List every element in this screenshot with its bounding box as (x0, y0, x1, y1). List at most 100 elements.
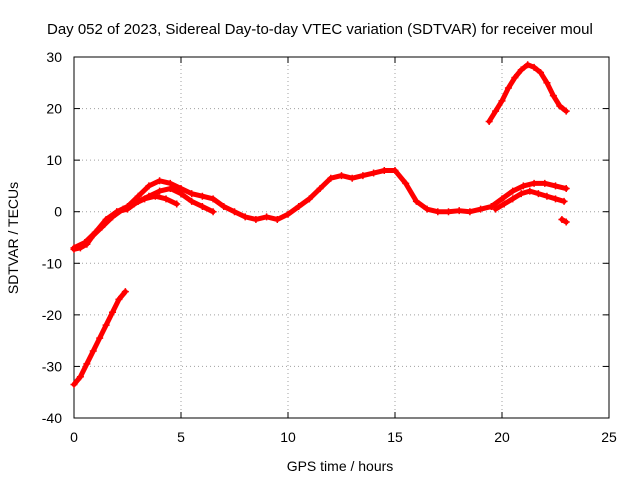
data-point (556, 102, 564, 110)
series-trace (486, 62, 569, 124)
data-point (558, 215, 566, 223)
y-tick-label: 10 (46, 152, 62, 168)
data-point (517, 66, 525, 74)
data-point (455, 207, 463, 215)
data-point (198, 192, 206, 200)
data-point (552, 182, 559, 190)
data-point (102, 321, 110, 329)
data-point (109, 308, 117, 316)
data-point (209, 208, 217, 216)
series-arc-6 (485, 61, 570, 125)
data-point (119, 205, 127, 213)
x-axis-label: GPS time / hours (287, 458, 394, 474)
data-point (305, 195, 313, 203)
data-point (511, 74, 519, 82)
y-tick-label: -20 (42, 307, 62, 323)
series-arc-7 (558, 215, 570, 226)
y-tick-label: -10 (42, 255, 62, 271)
data-point (141, 195, 149, 203)
data-point (81, 239, 89, 247)
data-point (188, 190, 196, 198)
data-point (541, 179, 549, 187)
data-point (284, 210, 292, 218)
data-point (359, 172, 367, 180)
data-point (220, 203, 228, 211)
data-point (166, 185, 174, 193)
plot-frame (73, 56, 610, 419)
data-point (498, 97, 506, 105)
data-point (370, 169, 378, 177)
data-layer (70, 61, 570, 388)
y-tick-label: -30 (42, 358, 62, 374)
y-axis-label: SDTVAR / TECUs (5, 182, 21, 294)
data-point (115, 295, 123, 303)
data-point (109, 213, 117, 221)
data-point (552, 195, 559, 203)
data-point (477, 205, 485, 213)
data-point (295, 203, 303, 211)
data-point (500, 200, 508, 208)
x-tick-label: 5 (177, 429, 185, 445)
data-point (487, 203, 495, 211)
series-trace (71, 167, 569, 252)
data-point (509, 187, 517, 195)
data-point (177, 190, 185, 198)
series-arc-3 (87, 192, 181, 241)
data-point (434, 208, 442, 216)
data-point (241, 213, 249, 221)
series-arc-5 (70, 288, 129, 388)
data-point (151, 192, 159, 200)
data-point (130, 200, 138, 208)
data-point (70, 380, 78, 388)
data-point (76, 373, 84, 381)
data-point (209, 195, 217, 203)
data-point (87, 234, 95, 241)
y-tick-label: -40 (42, 410, 62, 426)
data-point (198, 203, 206, 211)
data-point (537, 68, 545, 76)
data-point (504, 84, 512, 92)
series-arc-4 (492, 187, 568, 213)
y-tick-label: 30 (46, 49, 62, 65)
y-tick-label: 20 (46, 101, 62, 117)
data-point (530, 63, 538, 71)
data-point (560, 197, 568, 205)
data-point (273, 215, 281, 223)
y-tick-label: 0 (54, 204, 62, 220)
series-arc-1 (70, 166, 570, 253)
chart-title: Day 052 of 2023, Sidereal Day-to-day VTE… (47, 21, 593, 38)
data-point (562, 218, 570, 226)
data-point (156, 187, 164, 195)
data-point (89, 347, 97, 355)
x-tick-label: 15 (387, 429, 403, 445)
data-point (492, 205, 500, 213)
data-point (492, 107, 500, 115)
data-point (156, 177, 164, 185)
data-point (380, 166, 388, 174)
data-point (96, 334, 104, 342)
data-point (445, 208, 452, 216)
data-point (316, 185, 324, 193)
data-point (402, 179, 410, 187)
data-point (509, 195, 517, 203)
data-point (327, 174, 335, 182)
data-point (498, 195, 506, 203)
data-point (562, 185, 570, 193)
data-point (526, 187, 534, 195)
data-point (348, 174, 356, 182)
x-tick-label: 25 (601, 429, 617, 445)
data-point (524, 61, 532, 69)
tick-layer: 0 5 10 15 20 25 -40 -30 -20 -10 0 10 20 30 (42, 49, 617, 445)
data-point (188, 197, 196, 205)
data-point (423, 205, 431, 213)
data-point (530, 179, 538, 187)
data-point (549, 92, 557, 100)
data-point (412, 197, 420, 205)
data-point (145, 182, 153, 190)
data-point (466, 208, 474, 216)
x-tick-label: 20 (494, 429, 510, 445)
data-point (562, 107, 570, 115)
data-point (70, 244, 78, 252)
data-point (98, 223, 106, 231)
